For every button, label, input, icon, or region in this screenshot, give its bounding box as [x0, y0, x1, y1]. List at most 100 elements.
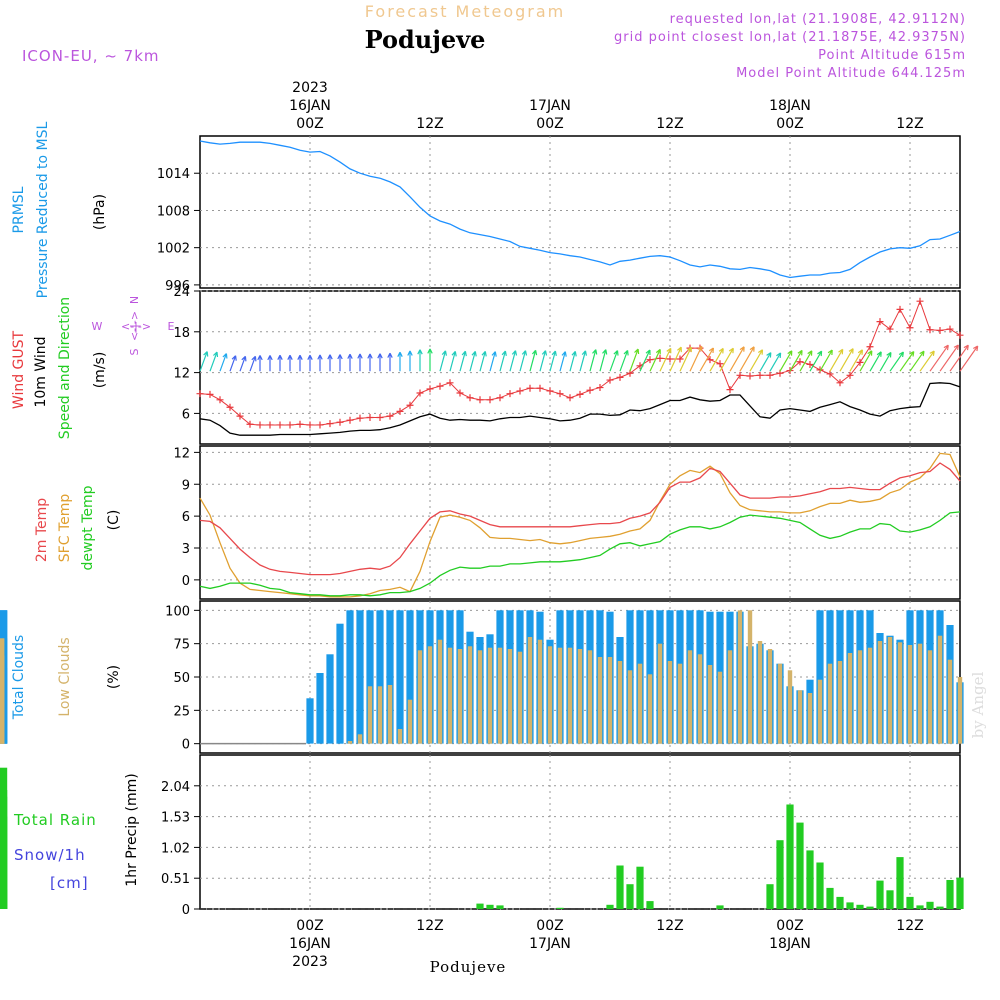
panel-frame: [199, 754, 961, 910]
low-cloud-bar: [377, 686, 383, 744]
gust-marker: [766, 371, 774, 379]
model-altitude: Model Point Altitude 644.125m: [736, 66, 966, 81]
wind-arrow: [919, 350, 935, 372]
wind-arrow: [229, 355, 237, 372]
wind-arrow: [729, 346, 745, 372]
wind-arrow: [879, 351, 892, 372]
pressure-labels: PRMSL Pressure Reduced to MSL (hPa): [11, 121, 108, 298]
wind-arrow: [639, 349, 651, 372]
snow-label: Snow/1h: [14, 846, 86, 864]
y-tick-label: 12: [173, 367, 190, 382]
low-cloud-bar: [357, 734, 363, 744]
low-cloud-bar: [717, 671, 723, 744]
gust-marker: [366, 413, 374, 421]
gust-marker: [226, 403, 234, 411]
rain-label: Total Rain: [13, 811, 97, 829]
low-cloud-bar: [627, 670, 633, 744]
total-cloud-bar: [306, 698, 314, 744]
wind-arrow: [439, 350, 447, 372]
wind-arrow: [909, 350, 925, 372]
total-cloud-bar: [406, 610, 414, 744]
low-cloud-bar: [957, 677, 963, 744]
gust-marker: [896, 305, 904, 313]
top-time-label: 00Z: [776, 116, 803, 132]
gust-marker: [516, 387, 524, 395]
requested-location: requested lon,lat (21.1908E, 42.9112N): [670, 12, 966, 27]
top-date-label: 17JAN: [529, 98, 571, 114]
low-cloud-bar: [617, 661, 623, 744]
top-time-label: 00Z: [536, 116, 563, 132]
wind-arrow: [679, 346, 692, 372]
low-cloud-bar: [657, 643, 663, 744]
gust-marker: [806, 360, 814, 368]
gust-marker: [506, 390, 514, 398]
low-cloud-bar: [727, 650, 733, 744]
precip-bar: [846, 902, 854, 909]
total-cloud-bar: [386, 610, 394, 744]
wind-arrow: [559, 351, 567, 372]
cloud-labels: Total Clouds Low Clouds (%): [11, 635, 122, 720]
top-time-label: 12Z: [656, 116, 683, 132]
wind-arrow: [769, 352, 782, 372]
y-tick-label: 25: [173, 704, 190, 719]
low-cloud-bar: [767, 649, 773, 744]
total-cloud-bar: [396, 610, 404, 744]
precip-bar: [946, 880, 954, 909]
low-cloud-bar: [707, 665, 713, 744]
wind-arrow: [719, 347, 734, 372]
y-tick-label: 1.53: [161, 811, 190, 826]
wind-arrow: [589, 349, 598, 372]
low-cloud-bar: [577, 649, 583, 744]
gust-marker: [196, 390, 204, 398]
gust-marker: [396, 407, 404, 415]
precip-bar: [776, 840, 784, 909]
low-cloud-bar: [477, 650, 483, 744]
low-cloud-bar: [637, 663, 643, 744]
bottom-time-label: 00Z: [536, 918, 563, 934]
gust-marker: [466, 394, 474, 402]
low-cloud-bar: [907, 645, 913, 744]
top-date-label: 16JAN: [289, 98, 331, 114]
precip-bar: [646, 901, 654, 909]
wind-arrow: [337, 354, 343, 372]
wind-arrow: [869, 351, 882, 372]
low-cloud-bar: [747, 610, 753, 744]
precip-bar: [606, 904, 614, 909]
cloud-unit: (%): [106, 665, 122, 689]
precip-bar: [0, 790, 8, 909]
precip-bar: [716, 905, 724, 909]
pressure-line: [199, 140, 961, 279]
low-cloud-bar: [527, 637, 533, 744]
gust-marker: [646, 356, 654, 364]
temp2m-line: [199, 462, 961, 576]
gust-marker: [326, 420, 334, 428]
pressure-label: Pressure Reduced to MSL: [35, 121, 51, 298]
low-cloud-bar: [697, 654, 703, 744]
compass-n: N: [128, 296, 141, 304]
bottom-time-axis: 00Z 16JAN 2023 12Z 00Z 17JAN 12Z 00Z 18JAN 12Z: [289, 918, 924, 970]
gust-marker: [706, 356, 714, 364]
y-tick-label: 18: [173, 326, 190, 341]
bottom-date-label: 18JAN: [769, 936, 811, 952]
precip-panel: 0 0.51 1.02 1.53 2.04: [0, 754, 964, 918]
low-cloud-bar: [537, 639, 543, 744]
gust-marker: [846, 371, 854, 379]
wind-arrow: [699, 347, 714, 372]
precip-bar: [476, 903, 484, 909]
precip-bar: [886, 890, 894, 909]
wind-arrow: [959, 345, 979, 372]
total-cloud-bar: [326, 654, 334, 744]
low-cloud-bar: [807, 693, 813, 744]
low-cloud-bar: [857, 650, 863, 744]
panel-frame: [199, 445, 961, 600]
y-tick-label: 0.51: [161, 872, 190, 887]
low-cloud-bar: [897, 642, 903, 744]
pressure-unit: (hPa): [92, 194, 108, 230]
precip-bar: [876, 880, 884, 909]
gust-marker: [456, 389, 464, 397]
wind-arrow: [509, 350, 518, 372]
low-cloud-bar: [757, 641, 763, 744]
gust-marker: [826, 370, 834, 378]
low-cloud-bar: [777, 663, 783, 744]
gust-marker: [256, 421, 264, 429]
